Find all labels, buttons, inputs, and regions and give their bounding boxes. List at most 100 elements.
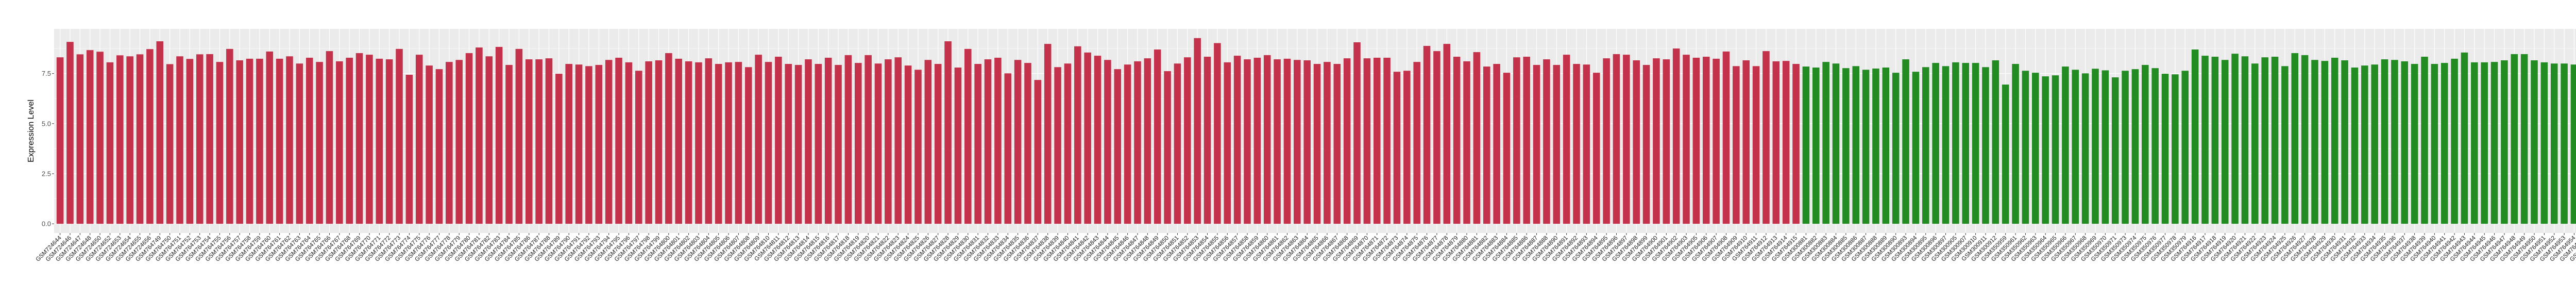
- bar: [2271, 57, 2279, 224]
- bar: [545, 58, 553, 224]
- bar: [2520, 54, 2528, 224]
- bar: [2561, 63, 2568, 224]
- y-tick-label: 5.0: [42, 120, 51, 127]
- bar: [2371, 64, 2378, 224]
- bar: [2291, 53, 2299, 224]
- bar: [525, 59, 533, 224]
- bar: [276, 58, 283, 224]
- bar: [1702, 57, 1710, 224]
- bar: [635, 71, 642, 224]
- bar: [1383, 57, 1391, 224]
- bar: [835, 64, 842, 224]
- bar: [2221, 60, 2229, 224]
- bar: [1553, 64, 1561, 224]
- bar: [585, 66, 592, 224]
- bar: [2211, 57, 2219, 224]
- bar: [1034, 80, 1042, 224]
- bar: [1423, 46, 1431, 224]
- bar: [2401, 61, 2409, 224]
- bar: [1174, 63, 1181, 224]
- bar: [1563, 55, 1570, 224]
- bar: [1104, 60, 1111, 224]
- bar: [1902, 59, 1909, 224]
- bar: [645, 61, 652, 224]
- bar: [455, 60, 463, 224]
- bar: [1253, 57, 1261, 224]
- bar: [355, 53, 363, 224]
- bar: [415, 55, 423, 224]
- bar: [2490, 62, 2498, 224]
- bar: [2002, 85, 2009, 224]
- bar: [1623, 55, 1630, 224]
- bar: [2161, 74, 2169, 224]
- bar: [1842, 68, 1850, 224]
- bar: [874, 63, 882, 224]
- bar: [755, 55, 762, 224]
- bar: [316, 62, 323, 224]
- bar: [2411, 64, 2418, 224]
- bar: [1663, 59, 1670, 224]
- bar: [1064, 63, 1072, 224]
- bar: [1463, 61, 1470, 224]
- bar: [426, 65, 433, 224]
- bar: [854, 63, 862, 224]
- bar: [954, 68, 962, 224]
- bar: [1483, 67, 1490, 224]
- bars: [56, 38, 2576, 224]
- bar: [166, 64, 174, 224]
- bar: [885, 59, 892, 224]
- bar: [794, 64, 802, 224]
- bar: [2261, 57, 2268, 224]
- bar: [934, 64, 942, 224]
- bar: [1722, 51, 1730, 224]
- bar: [575, 64, 583, 224]
- bar: [2441, 63, 2448, 224]
- bar: [1084, 52, 1091, 224]
- bar: [2381, 59, 2388, 224]
- bar: [86, 50, 94, 224]
- bar: [655, 60, 663, 224]
- bar: [1244, 59, 1251, 224]
- bar: [1972, 63, 1979, 224]
- bar: [1642, 64, 1650, 224]
- bar: [1633, 60, 1640, 224]
- bar: [96, 52, 104, 224]
- bar: [106, 62, 114, 224]
- bar: [625, 62, 633, 224]
- bar: [2032, 73, 2039, 224]
- bar: [1333, 64, 1341, 224]
- bar: [2172, 74, 2179, 224]
- bar: [1154, 49, 1161, 224]
- bar: [665, 53, 672, 224]
- bar: [1373, 57, 1381, 224]
- bar: [1523, 57, 1530, 224]
- bar: [1752, 66, 1760, 224]
- bar: [1433, 51, 1440, 224]
- bar: [56, 57, 64, 224]
- bar: [1672, 48, 1680, 224]
- bar: [346, 57, 353, 224]
- y-tick-label: 7.5: [42, 70, 51, 77]
- bar: [1324, 62, 1331, 224]
- bar: [2201, 56, 2209, 224]
- bar: [805, 59, 812, 224]
- bar: [1263, 55, 1271, 224]
- bar: [2481, 62, 2488, 224]
- bar: [126, 56, 133, 224]
- bar: [815, 64, 822, 224]
- bar: [1283, 58, 1291, 224]
- bar: [2281, 66, 2289, 224]
- bar: [186, 59, 194, 224]
- bar: [1912, 72, 1920, 224]
- bar: [2431, 64, 2438, 224]
- bar: [2361, 65, 2368, 224]
- bar: [2042, 76, 2049, 224]
- bar: [1962, 63, 1970, 224]
- bar: [865, 55, 872, 224]
- bar: [1224, 62, 1231, 224]
- bar: [1134, 61, 1141, 224]
- bar: [705, 58, 713, 224]
- bar: [2501, 60, 2508, 224]
- bar: [2471, 62, 2478, 224]
- bar: [146, 49, 154, 224]
